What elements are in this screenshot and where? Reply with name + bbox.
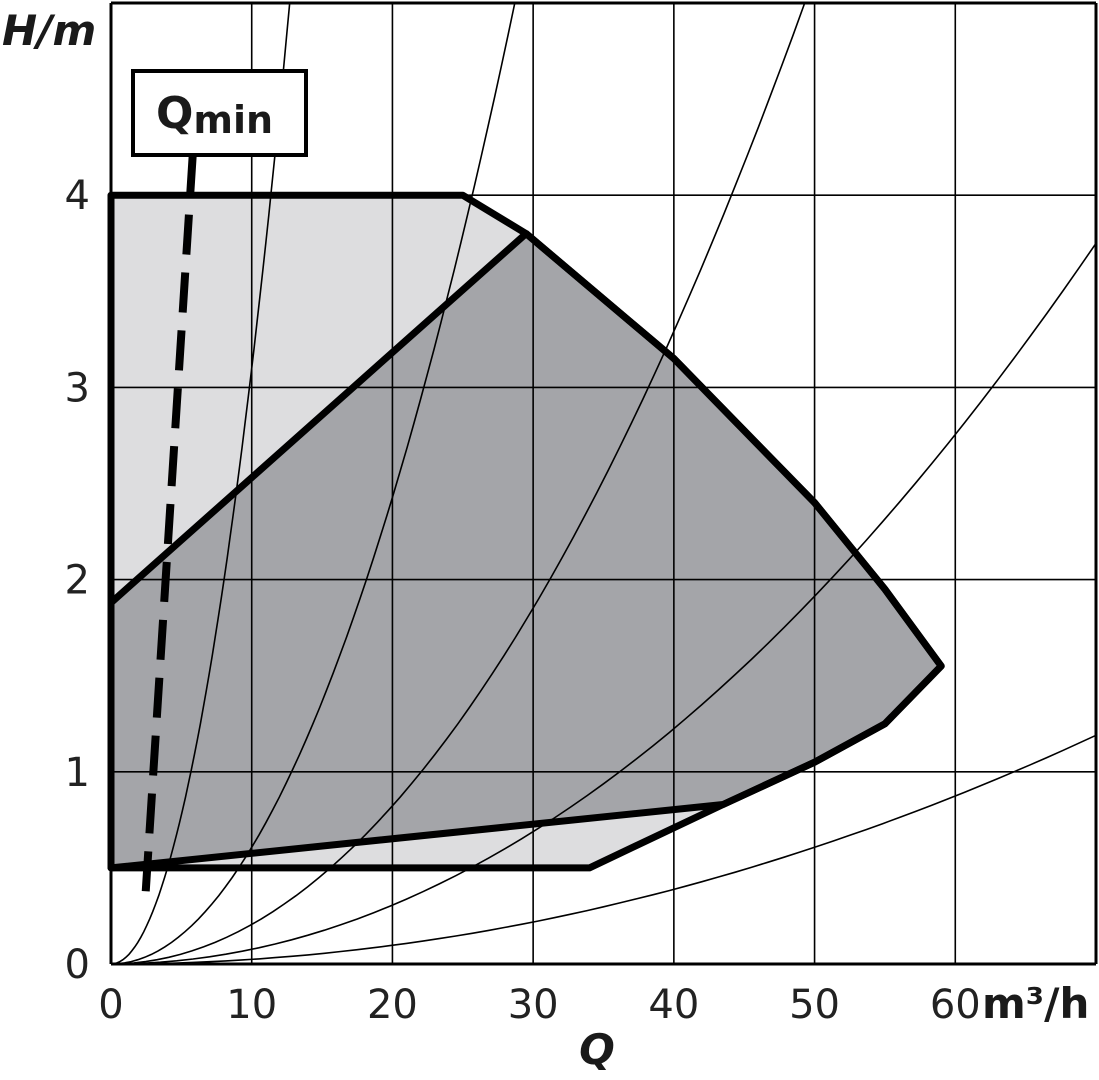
- grid: [109, 1, 1098, 966]
- y-axis-title: H/m: [2, 6, 96, 55]
- axis-titles: H/m Q m³/h: [2, 6, 1089, 1074]
- system-curve: [110, 2, 291, 965]
- y-tick-label: 1: [65, 750, 90, 796]
- x-axis-unit: m³/h: [982, 979, 1089, 1028]
- qmin-subscript: min: [193, 98, 273, 142]
- x-tick-label: 30: [508, 982, 559, 1028]
- qmin-label: Qmin: [156, 88, 273, 142]
- system-curve: [110, 734, 1097, 965]
- nominal-range-outline: [107, 230, 945, 872]
- x-tick-label: 10: [226, 982, 277, 1028]
- x-tick-label: 0: [98, 982, 123, 1028]
- qmin-label-box: [131, 69, 308, 157]
- x-tick-label: 50: [789, 982, 840, 1028]
- x-tick-label: 40: [648, 982, 699, 1028]
- y-tick-label: 0: [65, 942, 90, 988]
- y-tick-label: 2: [65, 558, 90, 604]
- y-tick-label: 3: [65, 365, 90, 411]
- system-curve: [110, 2, 806, 965]
- y-tick-label: 4: [65, 173, 90, 219]
- qmin-indicator: Qmin: [131, 69, 308, 907]
- x-tick-label: 20: [367, 982, 418, 1028]
- tick-labels: 0 10 20 30 40 50 60 0 1 2 3 4: [65, 173, 981, 1028]
- x-tick-label: 60: [930, 982, 981, 1028]
- system-curve: [110, 242, 1097, 965]
- x-axis-title: Q: [579, 1025, 615, 1074]
- operating-range-fills: [111, 195, 942, 868]
- system-curve: [110, 2, 516, 965]
- system-curves: [110, 2, 1097, 965]
- qmin-dashed-line: [140, 156, 197, 907]
- operating-range-outlines: [107, 191, 945, 872]
